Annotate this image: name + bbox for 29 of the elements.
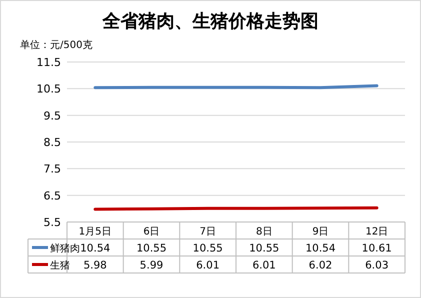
- x-tick-label: 7日: [200, 226, 216, 238]
- data-label: 10.55: [192, 242, 223, 254]
- x-tick-label: 12日: [365, 226, 388, 238]
- data-label: 5.98: [83, 260, 107, 272]
- y-tick-label: 10.5: [36, 82, 61, 96]
- x-tick-label: 9日: [312, 226, 329, 238]
- y-axis-title: 单位：元/500克: [20, 39, 92, 51]
- data-label: 6.03: [365, 260, 389, 272]
- x-tick-label: 1月5日: [78, 226, 112, 238]
- legend-label: 生猪: [50, 260, 70, 272]
- y-tick-label: 5.5: [44, 216, 61, 229]
- y-tick-label: 11.5: [36, 56, 61, 69]
- legend-label: 鲜猪肉: [50, 242, 80, 254]
- data-label: 6.02: [308, 260, 332, 272]
- data-label: 10.54: [80, 242, 111, 254]
- chart-title: 全省猪肉、生猪价格走势图: [102, 11, 318, 32]
- data-label: 10.55: [249, 242, 280, 254]
- data-label: 10.55: [136, 242, 167, 254]
- data-label: 6.01: [196, 260, 220, 272]
- y-tick-label: 7.5: [44, 162, 61, 176]
- data-label: 10.54: [305, 242, 336, 254]
- y-tick-label: 6.5: [44, 189, 61, 202]
- x-tick-label: 6日: [143, 226, 160, 238]
- y-tick-label: 9.5: [44, 109, 61, 122]
- data-label: 5.99: [140, 260, 164, 272]
- data-label: 6.01: [252, 260, 276, 272]
- x-tick-label: 8日: [256, 226, 272, 238]
- data-label: 10.61: [362, 242, 392, 254]
- y-tick-label: 8.5: [44, 136, 61, 149]
